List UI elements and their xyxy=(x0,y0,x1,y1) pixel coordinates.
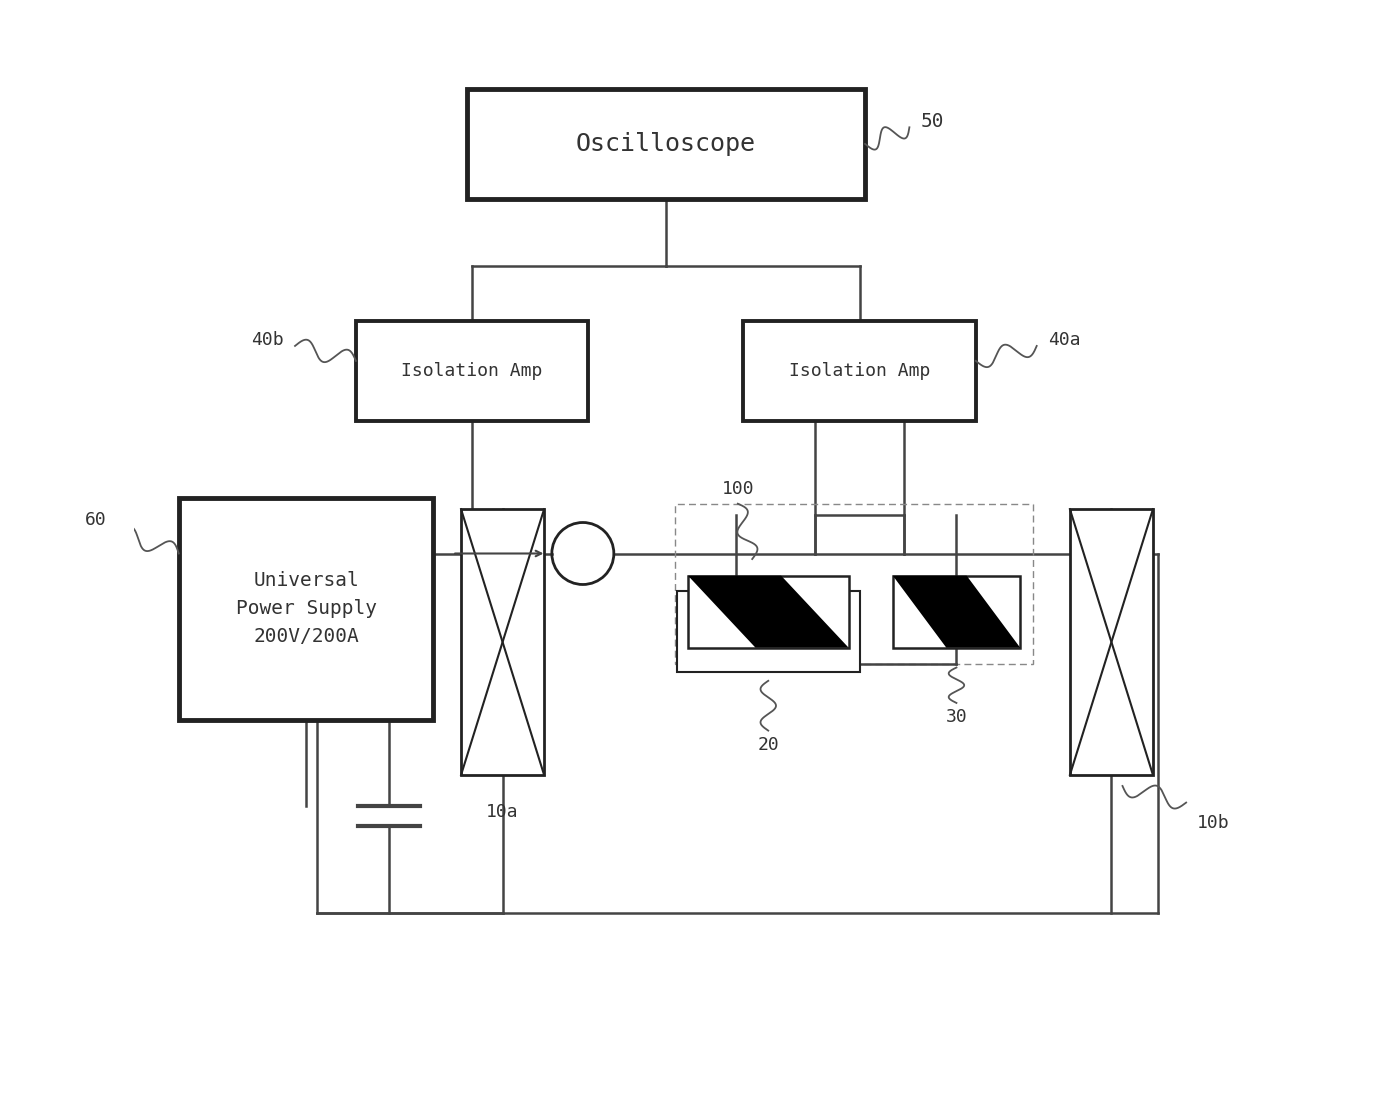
Bar xyxy=(688,576,849,648)
Bar xyxy=(466,89,866,199)
Text: 30: 30 xyxy=(945,708,967,726)
Bar xyxy=(893,576,1020,648)
Text: Oscilloscope: Oscilloscope xyxy=(577,132,755,156)
Bar xyxy=(356,321,589,421)
Text: Universal
Power Supply
200V/200A: Universal Power Supply 200V/200A xyxy=(235,571,377,646)
Text: 10a: 10a xyxy=(486,803,519,820)
Bar xyxy=(1071,509,1153,775)
Text: 40a: 40a xyxy=(1047,331,1080,350)
Bar xyxy=(743,321,976,421)
Text: 20: 20 xyxy=(757,736,779,754)
Text: 40b: 40b xyxy=(252,331,283,350)
Text: 10b: 10b xyxy=(1197,814,1230,831)
Bar xyxy=(179,498,433,720)
Bar xyxy=(677,591,860,672)
Text: 50: 50 xyxy=(921,112,944,132)
Text: 60: 60 xyxy=(85,511,107,529)
Text: Isolation Amp: Isolation Amp xyxy=(402,362,542,380)
Polygon shape xyxy=(893,576,1020,648)
Bar xyxy=(461,509,544,775)
Text: Isolation Amp: Isolation Amp xyxy=(788,362,930,380)
Bar xyxy=(674,504,1033,664)
Polygon shape xyxy=(688,576,849,648)
Text: 100: 100 xyxy=(721,480,754,498)
